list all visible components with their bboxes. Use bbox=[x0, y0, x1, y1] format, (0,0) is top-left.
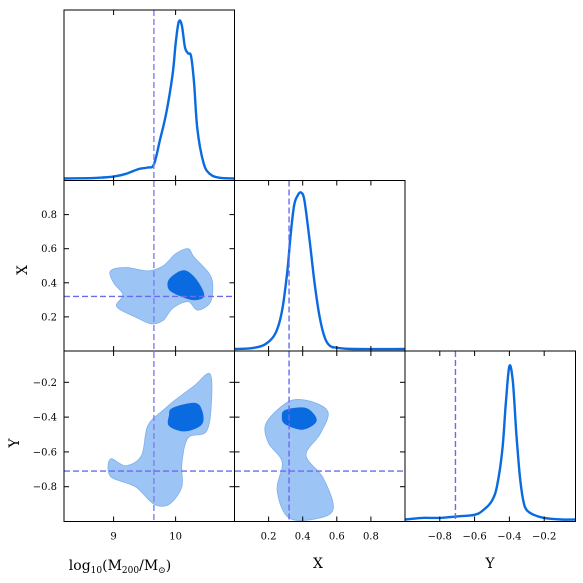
x-axis-label-x: X bbox=[313, 556, 323, 572]
x-tick-label-y: −0.8 bbox=[428, 532, 452, 543]
y-tick-label-x: 0.4 bbox=[41, 278, 57, 289]
y-axis-label-x: X bbox=[15, 265, 31, 275]
x-axis-label-y: Y bbox=[484, 556, 495, 572]
x-tick-label-mass: 9 bbox=[110, 532, 116, 543]
truth-marker-layer bbox=[64, 10, 457, 522]
y-tick-label-y: −0.2 bbox=[33, 378, 57, 389]
panel-frame-r1c0 bbox=[63, 180, 235, 352]
contour-outer-x_vs_mass bbox=[109, 248, 214, 325]
marginal-line-x bbox=[234, 191, 406, 351]
x-tick-label-y: −0.4 bbox=[497, 532, 521, 543]
y-tick-label-y: −0.8 bbox=[33, 482, 57, 493]
y-axis-label-y: Y bbox=[7, 438, 23, 449]
x-tick-label-y: −0.2 bbox=[532, 532, 556, 543]
x-axis-label-mass: log10(M200/M⊙) bbox=[69, 558, 171, 576]
contour-inner-y_vs_mass bbox=[167, 402, 204, 432]
tick-layer: 9 10 0.2 0.4 0.6 0.8 −0.8 −0.6 −0.4 −0.2 0.2 0.4 0.6… bbox=[33, 10, 556, 543]
panel-frame-r0c0 bbox=[63, 9, 235, 181]
marginal-line-mass bbox=[63, 19, 235, 180]
panel-frame-layer bbox=[63, 9, 576, 522]
x-tick-label-mass: 10 bbox=[169, 532, 182, 543]
x-tick-label-x: 0.2 bbox=[261, 532, 277, 543]
contour-layer bbox=[107, 248, 334, 521]
y-tick-label-y: −0.4 bbox=[33, 413, 57, 424]
x-tick-label-x: 0.8 bbox=[363, 532, 379, 543]
x-tick-label-x: 0.6 bbox=[329, 532, 345, 543]
y-tick-label-x: 0.8 bbox=[41, 210, 57, 221]
x-tick-label-x: 0.4 bbox=[295, 532, 311, 543]
marginal-line-y bbox=[404, 364, 576, 521]
contour-inner-y_vs_x bbox=[281, 407, 317, 430]
y-tick-label-y: −0.6 bbox=[33, 447, 57, 458]
y-tick-label-x: 0.2 bbox=[41, 312, 57, 323]
y-tick-label-x: 0.6 bbox=[41, 244, 57, 255]
panel-frame-r1c1 bbox=[234, 180, 406, 352]
x-tick-label-y: −0.6 bbox=[462, 532, 486, 543]
panel-frame-r2c2 bbox=[404, 350, 576, 522]
contour-outer-y_vs_x bbox=[264, 399, 334, 521]
contour-outer-y_vs_mass bbox=[107, 372, 213, 507]
marginal-line-layer bbox=[63, 19, 576, 521]
